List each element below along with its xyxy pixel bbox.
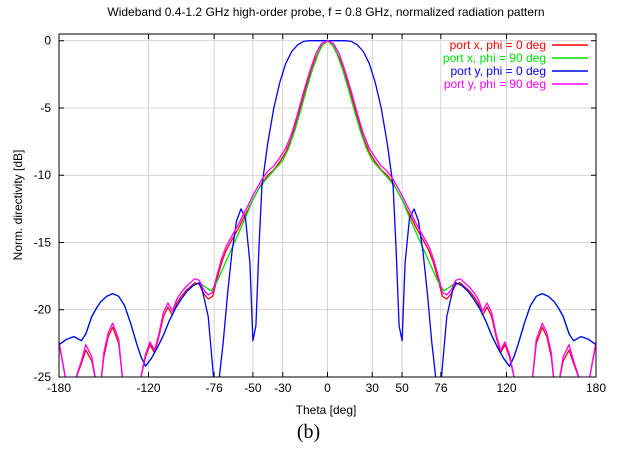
x-tick-label: 76 bbox=[434, 381, 448, 395]
y-tick-label: -15 bbox=[34, 235, 52, 249]
y-tick-label: -20 bbox=[34, 303, 52, 317]
x-tick-label: -50 bbox=[244, 381, 262, 395]
legend-label: port x, phi = 90 deg bbox=[443, 51, 546, 65]
x-tick-label: 120 bbox=[496, 381, 516, 395]
series-line-4 bbox=[59, 40, 596, 377]
x-tick-label: 0 bbox=[324, 381, 331, 395]
x-tick-label: -180 bbox=[47, 381, 71, 395]
legend-label: port y, phi = 90 deg bbox=[444, 77, 546, 91]
x-tick-label: 30 bbox=[366, 381, 380, 395]
figure-caption: (b) bbox=[296, 421, 321, 443]
x-tick-label: 180 bbox=[586, 381, 606, 395]
legend-label: port y, phi = 0 deg bbox=[450, 64, 546, 78]
x-tick-label: -30 bbox=[274, 381, 292, 395]
x-tick-label: -76 bbox=[205, 381, 223, 395]
chart-title: Wideband 0.4-1.2 GHz high-order probe, f… bbox=[107, 5, 544, 19]
x-tick-label: 50 bbox=[395, 381, 409, 395]
grid-lines bbox=[59, 34, 596, 377]
x-axis-label: Theta [deg] bbox=[296, 403, 357, 417]
y-tick-label: -5 bbox=[40, 101, 51, 115]
y-tick-label: -10 bbox=[34, 168, 52, 182]
x-tick-label: -120 bbox=[136, 381, 160, 395]
y-tick-label: 0 bbox=[44, 34, 51, 48]
series-group bbox=[59, 40, 596, 377]
legend-label: port x, phi = 0 deg bbox=[450, 38, 546, 52]
y-axis-label: Norm. directivity [dB] bbox=[11, 150, 25, 261]
y-tick-label: -25 bbox=[34, 370, 52, 384]
axis-ticks: -180 -120 -76 -50 -30 0 30 50 76 120 180 0 -5 -10 -15 -… bbox=[34, 34, 607, 395]
